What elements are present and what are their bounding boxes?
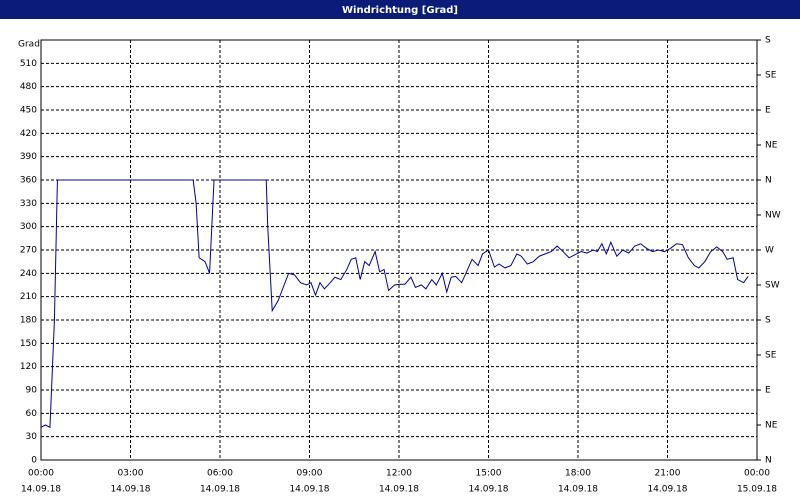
y2-tick-label: E <box>765 386 771 396</box>
y2-tick-label: N <box>765 176 772 186</box>
x-tick-label: 12:00 <box>386 469 412 479</box>
y-tick-label: 300 <box>20 222 37 232</box>
y-tick-label: 330 <box>20 199 37 209</box>
y-tick-label: 150 <box>20 339 37 349</box>
x-tick-date: 14.09.18 <box>200 485 240 495</box>
y-tick-label: 90 <box>26 386 38 396</box>
x-tick-label: 18:00 <box>565 469 591 479</box>
x-tick-label: 09:00 <box>297 469 323 479</box>
y-tick-label: 30 <box>26 432 38 442</box>
x-tick-date: 14.09.18 <box>558 485 598 495</box>
y2-tick-label: SE <box>765 71 777 81</box>
y-tick-label: 0 <box>31 456 37 466</box>
chart-title: Windrichtung [Grad] <box>342 5 458 16</box>
data-line <box>40 179 749 429</box>
x-tick-label: 21:00 <box>655 469 681 479</box>
x-tick-label: 15:00 <box>476 469 502 479</box>
title-bar <box>0 0 800 19</box>
y-tick-label: 360 <box>20 176 37 186</box>
x-tick-date: 15.09.18 <box>737 485 777 495</box>
y2-tick-label: NW <box>765 211 781 221</box>
y-tick-label: 420 <box>20 129 37 139</box>
y2-tick-label: NE <box>765 141 778 151</box>
y2-tick-label: W <box>765 246 774 256</box>
x-tick-label: 00:00 <box>744 469 770 479</box>
y-tick-label: 480 <box>20 82 37 92</box>
y-tick-label: 60 <box>26 409 38 419</box>
y-tick-label: 180 <box>20 316 37 326</box>
y-axis-label: Grad <box>18 40 40 50</box>
x-tick-date: 14.09.18 <box>468 485 508 495</box>
y2-tick-label: NE <box>765 421 778 431</box>
y2-tick-label: SE <box>765 351 777 361</box>
y-tick-label: 120 <box>20 362 37 372</box>
y2-tick-label: E <box>765 106 771 116</box>
x-tick-date: 14.09.18 <box>647 485 687 495</box>
x-tick-date: 14.09.18 <box>110 485 150 495</box>
y2-tick-label: N <box>765 456 772 466</box>
y2-tick-label: SW <box>765 281 780 291</box>
x-tick-label: 00:00 <box>28 469 54 479</box>
y2-tick-label: S <box>765 36 771 46</box>
x-tick-label: 03:00 <box>118 469 144 479</box>
y-tick-label: 450 <box>20 106 37 116</box>
y2-tick-label: S <box>765 316 771 326</box>
x-tick-date: 14.09.18 <box>379 485 419 495</box>
y-tick-label: 510 <box>20 59 37 69</box>
y-tick-label: 390 <box>20 152 37 162</box>
y-tick-label: 210 <box>20 292 37 302</box>
y-tick-label: 270 <box>20 246 37 256</box>
x-tick-date: 14.09.18 <box>289 485 329 495</box>
x-tick-date: 14.09.18 <box>21 485 61 495</box>
x-tick-label: 06:00 <box>207 469 233 479</box>
y-tick-label: 240 <box>20 269 37 279</box>
